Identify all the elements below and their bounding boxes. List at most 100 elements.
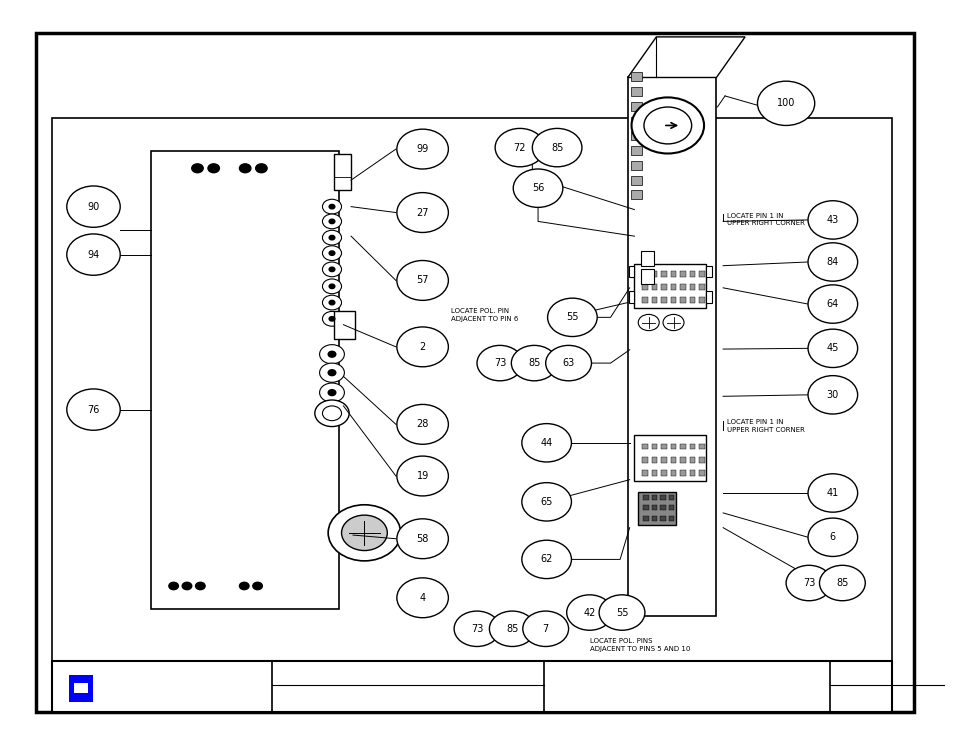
Bar — [651, 271, 657, 277]
Bar — [52, 661, 891, 712]
Circle shape — [208, 164, 219, 173]
Circle shape — [511, 345, 557, 381]
Bar — [699, 271, 704, 277]
Bar — [638, 492, 676, 525]
Bar — [660, 297, 666, 303]
Text: 7: 7 — [542, 624, 548, 634]
Circle shape — [396, 578, 448, 618]
Circle shape — [476, 345, 522, 381]
Text: 55: 55 — [615, 607, 628, 618]
Circle shape — [328, 390, 335, 396]
Circle shape — [329, 251, 335, 255]
Text: 43: 43 — [826, 215, 838, 225]
Circle shape — [396, 519, 448, 559]
Circle shape — [255, 164, 267, 173]
Circle shape — [521, 540, 571, 579]
Text: 73: 73 — [471, 624, 482, 634]
Circle shape — [489, 611, 535, 646]
Circle shape — [322, 406, 341, 421]
Circle shape — [757, 81, 814, 125]
Text: 41: 41 — [826, 488, 838, 498]
Bar — [670, 457, 676, 463]
Bar — [651, 470, 657, 476]
Bar — [699, 284, 704, 290]
Bar — [679, 284, 685, 290]
Circle shape — [521, 424, 571, 462]
Circle shape — [67, 389, 120, 430]
Text: 6: 6 — [829, 532, 835, 542]
Circle shape — [547, 298, 597, 337]
Circle shape — [807, 243, 857, 281]
Bar — [628, 291, 634, 303]
Circle shape — [807, 376, 857, 414]
Bar — [689, 271, 695, 277]
Circle shape — [807, 201, 857, 239]
Circle shape — [807, 329, 857, 368]
Bar — [630, 146, 641, 155]
Bar — [699, 444, 704, 449]
Circle shape — [322, 199, 341, 214]
Text: 85: 85 — [506, 624, 517, 634]
Circle shape — [329, 300, 335, 305]
Circle shape — [253, 582, 262, 590]
Bar — [630, 117, 641, 125]
Circle shape — [328, 351, 335, 357]
Bar — [627, 77, 716, 616]
Bar — [660, 271, 666, 277]
Bar — [641, 444, 647, 449]
Bar — [642, 505, 648, 510]
Circle shape — [322, 246, 341, 261]
Text: 56: 56 — [532, 183, 543, 193]
Text: 44: 44 — [540, 438, 552, 448]
Bar — [668, 505, 674, 510]
Text: 85: 85 — [836, 578, 847, 588]
Bar — [689, 297, 695, 303]
Circle shape — [807, 285, 857, 323]
Bar — [651, 495, 657, 500]
Circle shape — [643, 107, 691, 144]
Bar — [651, 297, 657, 303]
Bar — [699, 457, 704, 463]
Circle shape — [322, 311, 341, 326]
Bar — [630, 131, 641, 140]
Bar — [689, 470, 695, 476]
Text: 100: 100 — [776, 98, 795, 108]
Text: LOCATE POL. PIN
ADJACENT TO PIN 6: LOCATE POL. PIN ADJACENT TO PIN 6 — [451, 308, 518, 322]
Circle shape — [329, 219, 335, 224]
Bar — [679, 271, 685, 277]
Bar — [65, 672, 103, 705]
Text: 57: 57 — [416, 275, 429, 286]
Bar — [151, 151, 338, 609]
Circle shape — [819, 565, 864, 601]
Bar — [630, 190, 641, 199]
Circle shape — [454, 611, 499, 646]
Text: 27: 27 — [416, 207, 429, 218]
Text: 65: 65 — [540, 497, 552, 507]
Text: 90: 90 — [88, 201, 99, 212]
Bar — [651, 457, 657, 463]
Bar — [679, 444, 685, 449]
Text: 2: 2 — [419, 342, 425, 352]
Circle shape — [807, 474, 857, 512]
Text: 76: 76 — [88, 404, 99, 415]
Bar — [679, 297, 685, 303]
Bar — [640, 269, 654, 284]
Circle shape — [329, 284, 335, 289]
Bar — [641, 284, 647, 290]
Bar — [642, 495, 648, 500]
Text: 85: 85 — [551, 142, 562, 153]
Circle shape — [598, 595, 644, 630]
Circle shape — [322, 230, 341, 245]
Text: 64: 64 — [826, 299, 838, 309]
Text: 30: 30 — [826, 390, 838, 400]
Text: 42: 42 — [583, 607, 595, 618]
Bar — [651, 284, 657, 290]
Circle shape — [638, 314, 659, 331]
Bar — [699, 470, 704, 476]
Text: 45: 45 — [826, 343, 838, 354]
Text: 58: 58 — [416, 534, 428, 544]
Bar — [660, 457, 666, 463]
Bar — [334, 311, 355, 339]
Polygon shape — [627, 37, 744, 77]
Circle shape — [322, 279, 341, 294]
